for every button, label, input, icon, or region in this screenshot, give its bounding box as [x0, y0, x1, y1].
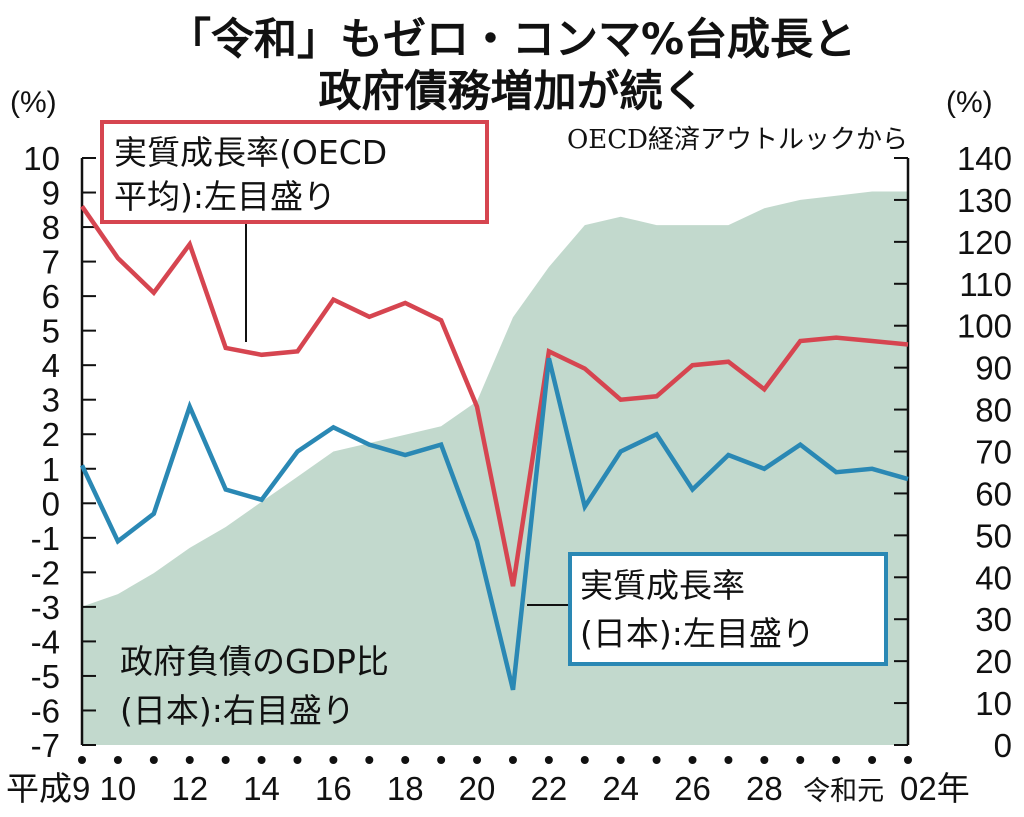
- tick-labels: 109876543210-1-2-3-4-5-6-714013012011010…: [6, 140, 1012, 807]
- left-tick-label: 2: [42, 416, 60, 453]
- x-axis-dot: [365, 756, 374, 764]
- right-tick-label: 30: [975, 601, 1012, 638]
- oecd-label-line1: 実質成長率(OECD: [114, 133, 387, 172]
- x-axis-dot: [832, 756, 841, 764]
- chart-title-line2: 政府債務増加が続く: [319, 67, 706, 117]
- left-tick-label: 7: [42, 244, 60, 281]
- left-tick-label: -5: [31, 658, 60, 695]
- debt-label-line1: 政府負債のGDP比: [120, 642, 389, 681]
- left-tick-label: 9: [42, 175, 60, 212]
- x-axis-dot: [580, 756, 589, 764]
- oecd-label-line2: 平均):左目盛り: [114, 177, 336, 216]
- right-tick-label: 80: [975, 392, 1012, 429]
- right-tick-label: 100: [957, 308, 1012, 345]
- right-tick-label: 60: [975, 475, 1012, 512]
- x-axis-dot: [868, 756, 877, 764]
- x-axis-dot: [401, 756, 410, 764]
- left-tick-label: 10: [23, 140, 60, 177]
- x-axis-dot: [221, 756, 230, 764]
- x-tick-label: 平成9: [6, 770, 90, 807]
- x-tick-label: 28: [746, 770, 783, 807]
- growth-lines: [79, 205, 909, 691]
- x-tick-label: 16: [315, 770, 352, 807]
- right-tick-label: 10: [975, 685, 1012, 722]
- x-axis-dot: [688, 756, 697, 764]
- x-tick-label: 26: [674, 770, 711, 807]
- debt-label-line2: (日本):右目盛り: [120, 691, 355, 730]
- x-axis-dot: [508, 756, 517, 764]
- oecd-label-box: [100, 120, 489, 224]
- x-axis-dot: [544, 756, 553, 764]
- x-axis-dot: [904, 756, 912, 764]
- japan-label-line2: (日本):左目盛り: [580, 614, 815, 653]
- x-tick-label: 18: [387, 770, 424, 807]
- x-axis-dot: [760, 756, 769, 764]
- right-tick-label: 40: [975, 559, 1012, 596]
- left-tick-label: 1: [42, 451, 60, 488]
- x-tick-label: 22: [531, 770, 568, 807]
- left-tick-label: -7: [31, 727, 60, 764]
- right-tick-label: 0: [994, 727, 1012, 764]
- x-tick-label: 令和元: [803, 776, 884, 806]
- right-tick-label: 130: [957, 182, 1012, 219]
- right-tick-label: 50: [975, 517, 1012, 554]
- x-axis-dot: [185, 756, 194, 764]
- left-tick-label: 3: [42, 382, 60, 419]
- left-tick-label: 5: [42, 313, 60, 350]
- x-tick-label: 12: [171, 770, 208, 807]
- right-axis-unit: (%): [946, 86, 993, 119]
- x-axis-dot: [796, 756, 805, 764]
- left-tick-label: -3: [31, 589, 60, 626]
- x-axis-dot: [724, 756, 733, 764]
- oecd-growth-line: [80, 205, 909, 587]
- chart-title-line1: 「令和」もゼロ・コンマ%台成長と: [168, 15, 856, 65]
- x-axis-dot: [149, 756, 158, 764]
- x-axis-dot: [616, 756, 625, 764]
- left-tick-label: -2: [31, 554, 60, 591]
- right-tick-label: 70: [975, 434, 1012, 471]
- x-axis-dot: [473, 756, 482, 764]
- japan-label-line1: 実質成長率: [580, 566, 745, 605]
- x-axis-dot: [257, 756, 266, 764]
- x-axis-dot: [329, 756, 338, 764]
- left-tick-label: 8: [42, 209, 60, 246]
- right-tick-label: 20: [975, 643, 1012, 680]
- right-tick-label: 90: [975, 350, 1012, 387]
- x-tick-label: 10: [100, 770, 137, 807]
- japan-label-box: [568, 552, 888, 666]
- right-tick-label: 120: [957, 224, 1012, 261]
- japan-growth-line: [79, 357, 909, 691]
- right-tick-label: 140: [957, 140, 1012, 177]
- x-axis-dot: [293, 756, 302, 764]
- source-note: OECD経済アウトルックから: [567, 125, 908, 155]
- x-axis-dot: [437, 756, 446, 764]
- left-tick-label: -1: [31, 520, 60, 557]
- x-axis-dot: [78, 756, 86, 764]
- left-tick-label: 4: [42, 347, 60, 384]
- x-tick-label: 02年: [900, 770, 970, 807]
- x-axis-dot: [113, 756, 122, 764]
- left-tick-label: 0: [42, 485, 60, 522]
- left-tick-label: -6: [31, 692, 60, 729]
- x-axis-dot: [652, 756, 661, 764]
- x-tick-label: 14: [243, 770, 280, 807]
- right-tick-label: 110: [959, 266, 1012, 303]
- left-tick-label: -4: [31, 623, 60, 660]
- left-axis-unit: (%): [10, 86, 57, 119]
- x-tick-label: 20: [459, 770, 496, 807]
- x-tick-label: 24: [602, 770, 639, 807]
- left-tick-label: 6: [42, 278, 60, 315]
